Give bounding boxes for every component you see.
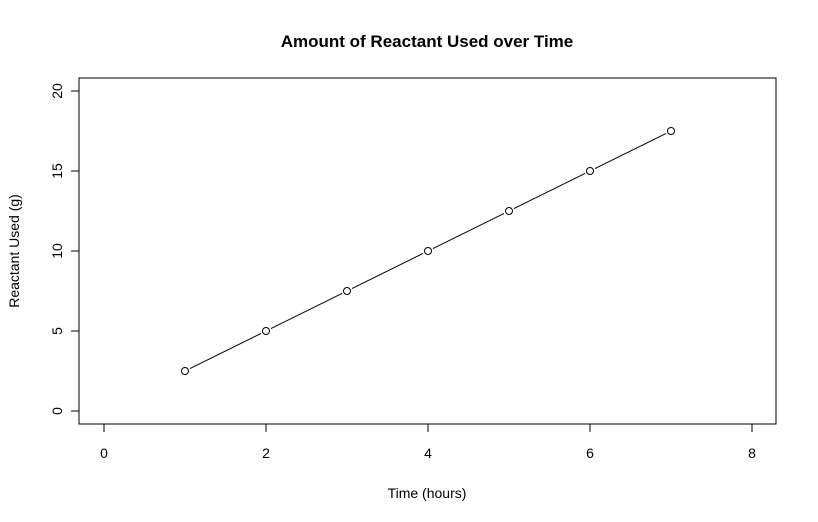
series-line-segment bbox=[432, 212, 505, 250]
y-tick-label: 0 bbox=[49, 407, 65, 415]
x-tick-label: 2 bbox=[262, 445, 270, 461]
data-point-marker bbox=[343, 287, 351, 295]
series-line-segment bbox=[189, 332, 262, 370]
x-axis-label: Time (hours) bbox=[388, 485, 467, 501]
y-axis-label: Reactant Used (g) bbox=[6, 194, 22, 308]
series-line-segment bbox=[351, 252, 424, 290]
data-point-marker bbox=[181, 367, 189, 375]
data-point-marker bbox=[424, 247, 432, 255]
x-tick-label: 6 bbox=[586, 445, 594, 461]
series-line-segment bbox=[513, 172, 586, 210]
data-point-marker bbox=[667, 127, 675, 135]
x-tick-label: 0 bbox=[100, 445, 108, 461]
series-line-segment bbox=[594, 132, 667, 170]
y-axis: 0 5 10 15 20 bbox=[49, 83, 79, 415]
y-tick-label: 15 bbox=[49, 163, 65, 179]
y-tick-label: 5 bbox=[49, 327, 65, 335]
y-tick-label: 10 bbox=[49, 243, 65, 259]
x-axis: 0 2 4 6 8 bbox=[100, 424, 756, 461]
data-point-marker bbox=[505, 207, 513, 215]
x-tick-label: 8 bbox=[748, 445, 756, 461]
data-series bbox=[181, 127, 675, 375]
series-line-segment bbox=[270, 292, 343, 330]
chart-title: Amount of Reactant Used over Time bbox=[281, 32, 574, 51]
data-point-marker bbox=[586, 167, 594, 175]
data-point-marker bbox=[262, 327, 270, 335]
x-tick-label: 4 bbox=[424, 445, 432, 461]
y-tick-label: 20 bbox=[49, 83, 65, 99]
